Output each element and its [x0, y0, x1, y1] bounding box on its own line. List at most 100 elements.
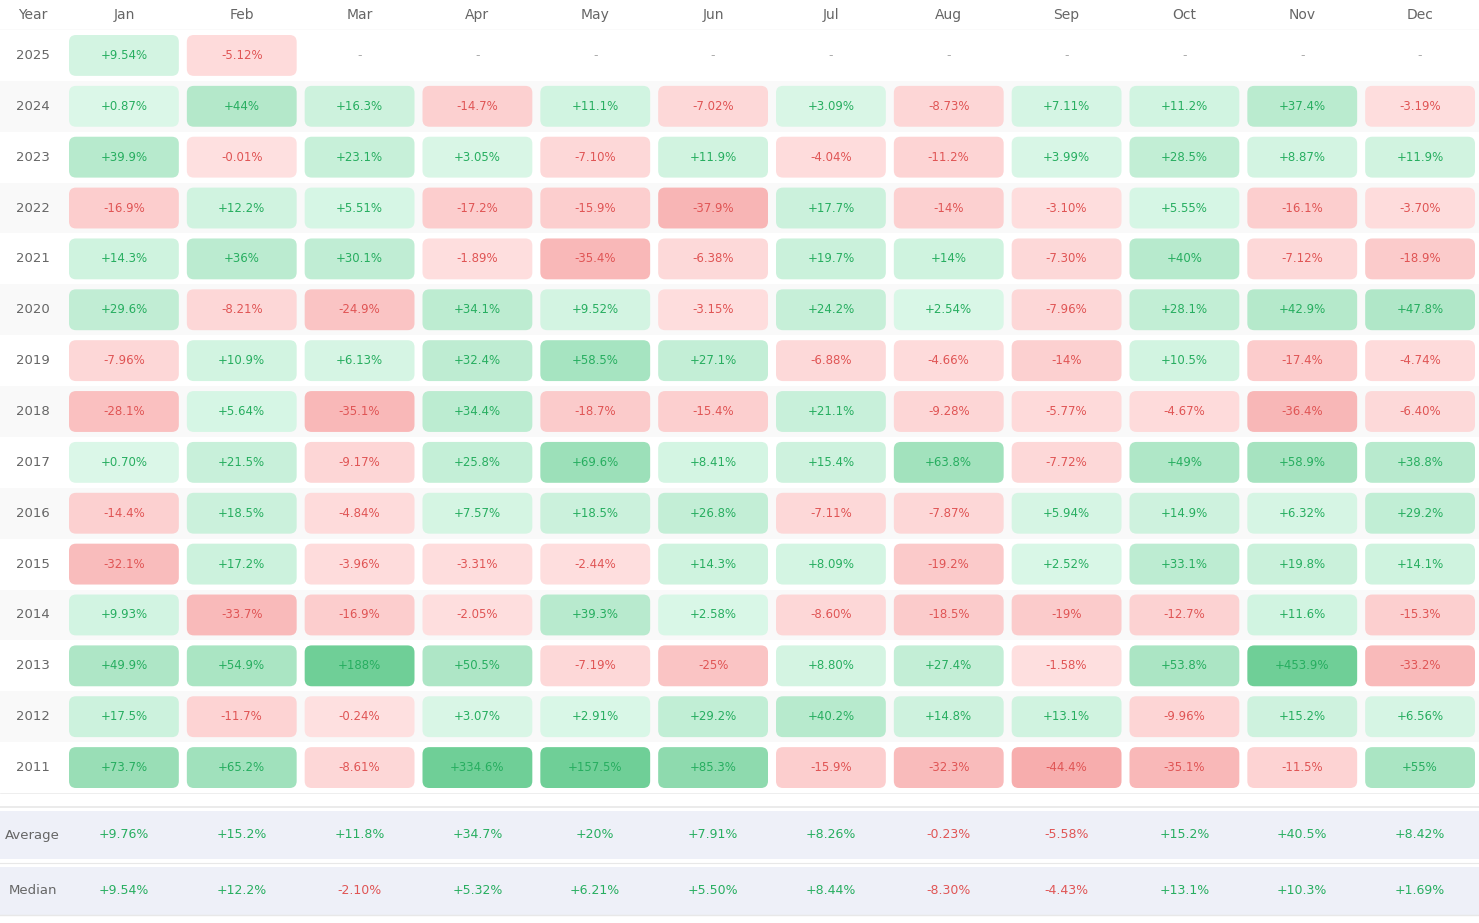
Text: +38.8%: +38.8%: [1396, 456, 1444, 469]
Text: -2.44%: -2.44%: [574, 557, 617, 570]
Text: -16.9%: -16.9%: [104, 201, 145, 214]
FancyBboxPatch shape: [1012, 187, 1121, 229]
Text: -12.7%: -12.7%: [1164, 608, 1205, 621]
Text: -7.96%: -7.96%: [104, 354, 145, 367]
Bar: [0, 132, 1479, 183]
Text: +9.93%: +9.93%: [101, 608, 148, 621]
Text: Jun: Jun: [703, 8, 723, 22]
Text: +36%: +36%: [223, 252, 260, 266]
FancyBboxPatch shape: [1012, 594, 1121, 635]
Text: -5.12%: -5.12%: [220, 49, 263, 62]
FancyBboxPatch shape: [658, 137, 768, 177]
Text: +53.8%: +53.8%: [1161, 659, 1208, 672]
Text: +9.52%: +9.52%: [572, 304, 618, 317]
Text: +18.5%: +18.5%: [219, 507, 265, 520]
FancyBboxPatch shape: [1365, 289, 1475, 330]
FancyBboxPatch shape: [70, 289, 179, 330]
Text: +34.1%: +34.1%: [454, 304, 501, 317]
FancyBboxPatch shape: [305, 187, 414, 229]
Text: Nov: Nov: [1288, 8, 1316, 22]
FancyBboxPatch shape: [893, 391, 1004, 432]
Bar: [0, 81, 1479, 132]
FancyBboxPatch shape: [1247, 747, 1358, 788]
FancyBboxPatch shape: [540, 696, 651, 737]
Text: 2019: 2019: [16, 354, 49, 367]
FancyBboxPatch shape: [1247, 391, 1358, 432]
FancyBboxPatch shape: [1365, 442, 1475, 483]
Text: -7.72%: -7.72%: [1046, 456, 1087, 469]
Text: +3.09%: +3.09%: [808, 100, 855, 113]
Text: +29.6%: +29.6%: [101, 304, 148, 317]
Text: -19%: -19%: [1052, 608, 1081, 621]
FancyBboxPatch shape: [776, 187, 886, 229]
Text: -2.05%: -2.05%: [457, 608, 498, 621]
Text: +21.5%: +21.5%: [219, 456, 265, 469]
Text: -7.10%: -7.10%: [574, 150, 617, 163]
FancyBboxPatch shape: [305, 493, 414, 533]
FancyBboxPatch shape: [1012, 696, 1121, 737]
FancyBboxPatch shape: [540, 341, 651, 381]
Text: +7.11%: +7.11%: [1043, 100, 1090, 113]
FancyBboxPatch shape: [1247, 289, 1358, 330]
FancyBboxPatch shape: [658, 238, 768, 280]
Bar: [0, 183, 1479, 234]
FancyBboxPatch shape: [658, 442, 768, 483]
Text: Oct: Oct: [1173, 8, 1197, 22]
FancyBboxPatch shape: [658, 747, 768, 788]
FancyBboxPatch shape: [658, 645, 768, 687]
FancyBboxPatch shape: [893, 645, 1004, 687]
Text: +17.7%: +17.7%: [808, 201, 855, 214]
Text: -11.2%: -11.2%: [927, 150, 970, 163]
FancyBboxPatch shape: [893, 747, 1004, 788]
FancyBboxPatch shape: [1365, 341, 1475, 381]
Text: +10.9%: +10.9%: [219, 354, 265, 367]
FancyBboxPatch shape: [540, 86, 651, 126]
FancyBboxPatch shape: [776, 493, 886, 533]
FancyBboxPatch shape: [893, 187, 1004, 229]
FancyBboxPatch shape: [186, 137, 297, 177]
FancyBboxPatch shape: [1365, 544, 1475, 584]
FancyBboxPatch shape: [1365, 696, 1475, 737]
FancyBboxPatch shape: [658, 594, 768, 635]
FancyBboxPatch shape: [893, 544, 1004, 584]
Text: -24.9%: -24.9%: [339, 304, 380, 317]
FancyBboxPatch shape: [540, 391, 651, 432]
FancyBboxPatch shape: [305, 391, 414, 432]
FancyBboxPatch shape: [1130, 341, 1239, 381]
Bar: [0, 437, 1479, 487]
FancyBboxPatch shape: [893, 238, 1004, 280]
Text: -18.5%: -18.5%: [927, 608, 970, 621]
Text: +5.50%: +5.50%: [688, 884, 738, 897]
Text: +16.3%: +16.3%: [336, 100, 383, 113]
Text: +47.8%: +47.8%: [1396, 304, 1444, 317]
Text: -3.70%: -3.70%: [1399, 201, 1441, 214]
Bar: [0, 487, 1479, 539]
Text: 2023: 2023: [16, 150, 49, 163]
Text: +28.5%: +28.5%: [1161, 150, 1208, 163]
Text: -36.4%: -36.4%: [1281, 405, 1324, 418]
FancyBboxPatch shape: [658, 391, 768, 432]
Text: +157.5%: +157.5%: [568, 761, 623, 774]
FancyBboxPatch shape: [423, 86, 532, 126]
Text: +63.8%: +63.8%: [926, 456, 972, 469]
Bar: [0, 30, 1479, 81]
FancyBboxPatch shape: [305, 238, 414, 280]
FancyBboxPatch shape: [893, 594, 1004, 635]
Text: +8.41%: +8.41%: [689, 456, 737, 469]
FancyBboxPatch shape: [776, 696, 886, 737]
FancyBboxPatch shape: [1365, 645, 1475, 687]
FancyBboxPatch shape: [1012, 137, 1121, 177]
Text: -5.77%: -5.77%: [1046, 405, 1087, 418]
FancyBboxPatch shape: [305, 341, 414, 381]
FancyBboxPatch shape: [423, 238, 532, 280]
FancyBboxPatch shape: [1365, 137, 1475, 177]
FancyBboxPatch shape: [186, 289, 297, 330]
Text: -18.7%: -18.7%: [574, 405, 617, 418]
FancyBboxPatch shape: [658, 341, 768, 381]
Bar: [0, 234, 1479, 284]
FancyBboxPatch shape: [70, 696, 179, 737]
FancyBboxPatch shape: [70, 341, 179, 381]
Text: 2013: 2013: [16, 659, 49, 672]
Text: -5.58%: -5.58%: [1044, 829, 1089, 842]
Text: 2016: 2016: [16, 507, 49, 520]
